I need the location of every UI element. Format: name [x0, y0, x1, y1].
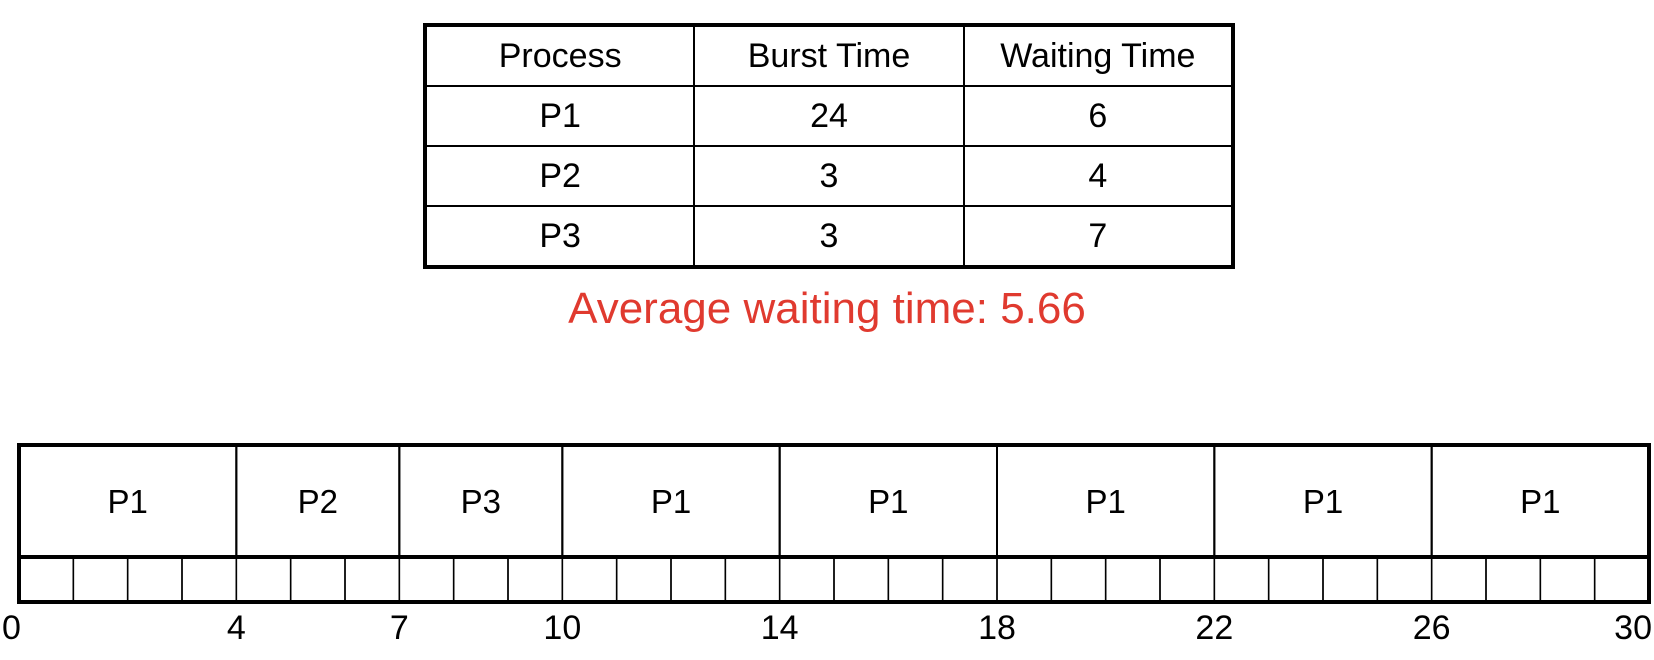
- gantt-time-unit: [778, 556, 835, 603]
- table-row: P3 3 7: [423, 205, 1235, 268]
- gantt-time-unit: [670, 556, 727, 603]
- gantt-time-label: 0: [2, 609, 21, 647]
- gantt-time-unit: [615, 556, 672, 603]
- gantt-segment-label: P2: [298, 483, 338, 520]
- gantt-time-label: 30: [1614, 609, 1652, 647]
- gantt-time-unit: [507, 556, 564, 603]
- gantt-segment-label: P1: [107, 483, 147, 520]
- gantt-time-unit: [724, 556, 781, 603]
- cell-process: P3: [423, 205, 696, 268]
- gantt-time-label: 7: [390, 609, 409, 647]
- table-header-row: Process Burst Time Waiting Time: [423, 24, 1235, 87]
- gantt-segment-label: P1: [1303, 483, 1343, 520]
- cell-burst-time: 3: [693, 205, 965, 268]
- cell-waiting-time: 7: [962, 205, 1235, 268]
- gantt-time-unit: [1322, 556, 1379, 603]
- gantt-time-unit: [833, 556, 890, 603]
- gantt-segment-label: P3: [461, 483, 501, 520]
- gantt-segment-label: P1: [1085, 483, 1125, 520]
- gantt-time-label: 26: [1413, 609, 1451, 647]
- gantt-time-unit: [941, 556, 998, 603]
- gantt-time-label: 18: [978, 609, 1016, 647]
- cell-burst-time: 24: [693, 85, 965, 147]
- gantt-time-unit: [561, 556, 618, 603]
- gantt-time-unit: [289, 556, 346, 603]
- gantt-time-unit: [1539, 556, 1596, 603]
- gantt-time-label: 10: [543, 609, 581, 647]
- gantt-time-unit: [18, 556, 75, 603]
- gantt-time-unit: [344, 556, 401, 603]
- cell-process: P2: [423, 145, 696, 207]
- gantt-outer-border: [17, 443, 1651, 604]
- table-row: P1 24 6: [423, 85, 1235, 147]
- gantt-time-unit: [72, 556, 129, 603]
- gantt-time-unit: [1485, 556, 1542, 603]
- gantt-time-unit: [996, 556, 1053, 603]
- gantt-time-unit: [887, 556, 944, 603]
- gantt-segment-label: P1: [868, 483, 908, 520]
- process-table: Process Burst Time Waiting Time P1 24 6 …: [423, 23, 1235, 269]
- gantt-time-label: 14: [761, 609, 799, 647]
- table-row: P2 3 4: [423, 145, 1235, 207]
- gantt-time-unit: [1050, 556, 1107, 603]
- gantt-time-unit: [1104, 556, 1161, 603]
- gantt-time-unit: [452, 556, 509, 603]
- gantt-time-label: 4: [227, 609, 246, 647]
- gantt-time-unit: [1593, 556, 1650, 603]
- header-burst-time: Burst Time: [693, 24, 965, 87]
- cell-burst-time: 3: [693, 145, 965, 207]
- gantt-time-unit: [1159, 556, 1216, 603]
- gantt-segment-label: P1: [651, 483, 691, 520]
- cell-waiting-time: 4: [962, 145, 1235, 207]
- gantt-time-unit: [1430, 556, 1487, 603]
- gantt-time-unit: [398, 556, 455, 603]
- gantt-time-unit: [1376, 556, 1433, 603]
- header-waiting-time: Waiting Time: [962, 24, 1235, 87]
- cell-waiting-time: 6: [962, 85, 1235, 147]
- gantt-time-unit: [181, 556, 238, 603]
- gantt-time-unit: [1267, 556, 1324, 603]
- average-waiting-time: Average waiting time: 5.66: [568, 284, 1086, 333]
- cell-process: P1: [423, 85, 696, 147]
- gantt-segment-label: P1: [1520, 483, 1560, 520]
- gantt-time-unit: [126, 556, 183, 603]
- gantt-time-label: 22: [1195, 609, 1233, 647]
- gantt-time-unit: [1213, 556, 1270, 603]
- gantt-time-unit: [235, 556, 292, 603]
- header-process: Process: [423, 24, 696, 87]
